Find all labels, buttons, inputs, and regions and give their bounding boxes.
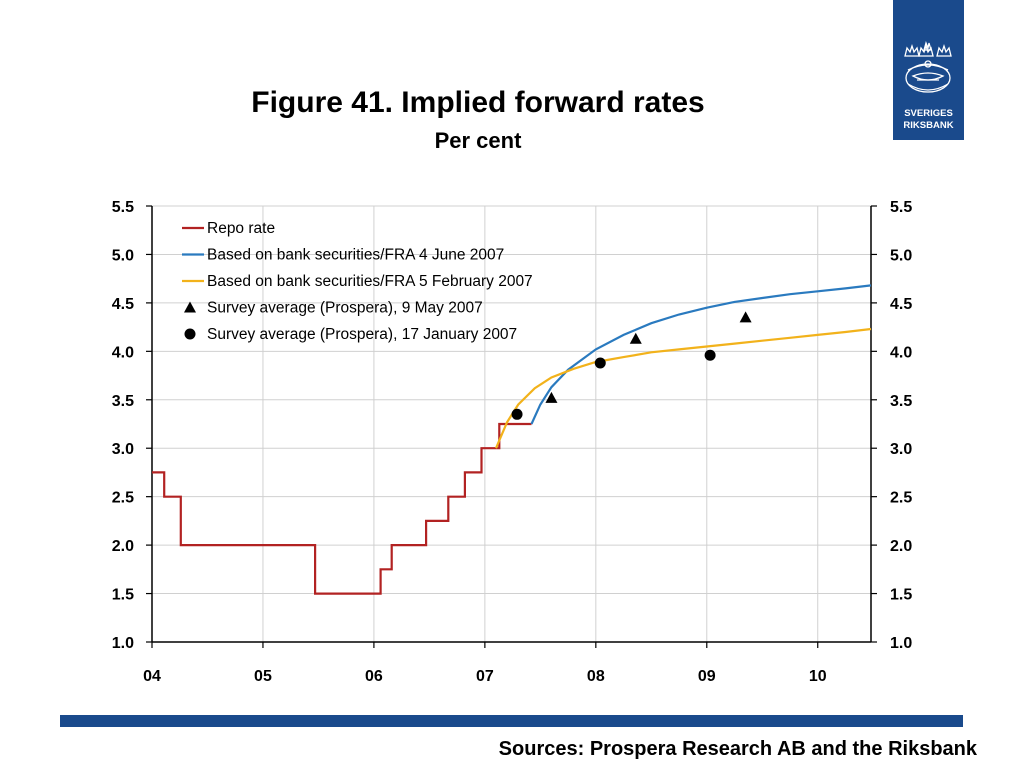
riksbank-logo: SVERIGES RIKSBANK	[893, 0, 964, 140]
y-tick-label-left: 1.5	[112, 587, 134, 604]
x-tick-label: 09	[698, 668, 716, 685]
logo-text-line1: SVERIGES	[904, 108, 953, 119]
x-tick-label: 10	[809, 668, 827, 685]
x-tick-label: 07	[476, 668, 494, 685]
riksbank-crest-icon	[904, 40, 952, 93]
legend-label: Survey average (Prospera), 17 January 20…	[207, 326, 517, 343]
y-tick-label-right: 4.0	[890, 344, 912, 361]
legend-label: Based on bank securities/FRA 5 February …	[207, 273, 533, 290]
y-tick-label-left: 2.5	[112, 490, 134, 507]
chart-title: Figure 41. Implied forward rates	[251, 86, 705, 119]
x-tick-label: 08	[587, 668, 605, 685]
x-tick-label: 05	[254, 668, 272, 685]
y-tick-label-left: 5.0	[112, 247, 134, 264]
y-tick-label-left: 1.0	[112, 635, 134, 652]
legend-label: Repo rate	[207, 220, 275, 237]
survey-triangle-point	[545, 391, 558, 403]
y-tick-label-right: 3.5	[890, 393, 912, 410]
y-tick-label-left: 3.0	[112, 441, 134, 458]
y-tick-label-right: 5.0	[890, 247, 912, 264]
y-tick-label-right: 1.5	[890, 587, 912, 604]
logo-text-line2: RIKSBANK	[903, 120, 954, 131]
survey-triangle-point	[629, 332, 642, 344]
legend-label: Based on bank securities/FRA 4 June 2007	[207, 247, 504, 264]
y-tick-label-right: 2.5	[890, 490, 912, 507]
y-tick-label-right: 3.0	[890, 441, 912, 458]
x-tick-label: 06	[365, 668, 383, 685]
series-line-0	[152, 422, 532, 595]
y-tick-label-right: 5.5	[890, 199, 912, 216]
legend-swatch-triangle	[184, 301, 196, 313]
y-tick-label-left: 3.5	[112, 393, 134, 410]
chart-subtitle: Per cent	[434, 128, 522, 153]
series-line-1	[530, 284, 872, 425]
survey-circle-point	[594, 357, 606, 369]
series-line-2	[494, 327, 872, 449]
legend-label: Survey average (Prospera), 9 May 2007	[207, 300, 483, 317]
survey-circle-point	[511, 408, 523, 420]
survey-circle-point	[704, 349, 716, 361]
legend-swatch-circle	[184, 328, 196, 340]
y-tick-label-left: 4.0	[112, 344, 134, 361]
y-tick-label-left: 4.5	[112, 296, 134, 313]
y-tick-label-left: 2.0	[112, 538, 134, 555]
sources-note: Sources: Prospera Research AB and the Ri…	[498, 738, 977, 760]
footer-bar	[60, 715, 963, 727]
y-tick-label-right: 4.5	[890, 296, 912, 313]
y-tick-label-right: 2.0	[890, 538, 912, 555]
y-tick-label-left: 5.5	[112, 199, 134, 216]
survey-triangle-point	[739, 311, 752, 323]
x-tick-label: 04	[143, 668, 161, 685]
y-tick-label-right: 1.0	[890, 635, 912, 652]
